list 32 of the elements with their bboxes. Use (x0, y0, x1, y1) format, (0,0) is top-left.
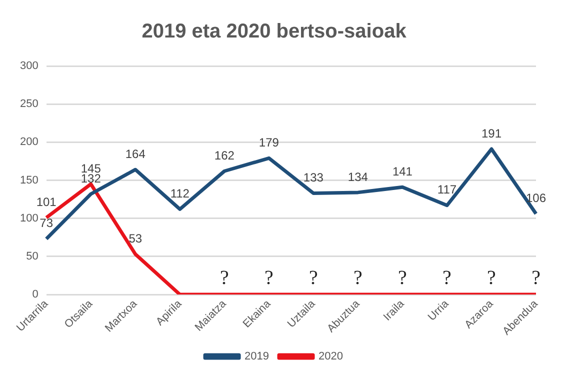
data-label: 133 (303, 170, 324, 185)
data-label: 179 (258, 135, 280, 150)
legend-label: 2020 (318, 350, 343, 363)
data-label: ? (442, 266, 452, 289)
y-tick-label: 300 (20, 60, 38, 72)
data-label: 101 (36, 194, 57, 209)
data-label: 134 (348, 170, 368, 184)
data-label: 141 (392, 164, 413, 178)
data-label: 53 (128, 231, 142, 246)
data-label: 73 (40, 216, 54, 230)
chart-title: 2019 eta 2020 bertso-saioak (142, 20, 408, 43)
data-label: ? (398, 266, 408, 289)
y-tick-label: 200 (20, 136, 38, 148)
y-tick-label: 50 (26, 250, 38, 262)
data-label: 112 (170, 186, 190, 201)
data-label: 191 (481, 126, 502, 140)
data-label: 162 (214, 148, 235, 162)
data-label: ? (487, 266, 496, 289)
data-label: ? (308, 266, 318, 289)
data-label: 164 (125, 146, 146, 161)
data-label: 106 (526, 191, 546, 206)
legend-label: 2019 (244, 350, 270, 363)
data-label: ? (354, 266, 362, 289)
y-tick-label: 150 (20, 174, 38, 186)
data-label: ? (264, 266, 274, 289)
data-label: ? (532, 266, 541, 289)
x-tick-label: Urria (426, 297, 452, 324)
y-tick-label: 250 (20, 98, 38, 110)
data-label: 117 (437, 182, 457, 197)
y-tick-label: 0 (32, 288, 38, 301)
data-label: ? (220, 266, 229, 289)
y-tick-label: 100 (20, 212, 38, 224)
